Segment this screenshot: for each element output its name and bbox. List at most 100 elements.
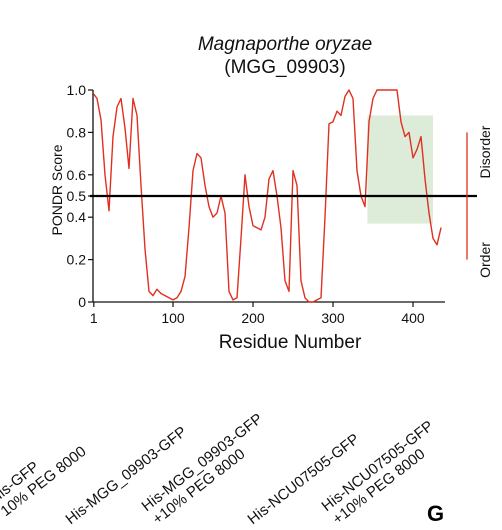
pondr-score-point [216,212,218,214]
pondr-score-point [204,184,206,186]
pondr-score-point [172,299,174,301]
pondr-score-point [412,157,414,159]
pondr-score-point [212,216,214,218]
pondr-score-point [104,174,106,176]
pondr-score-point [180,290,182,292]
pondr-score-point [100,119,102,121]
pondr-score-point [228,290,230,292]
pondr-score-point [120,97,122,99]
x-tick-label: 400 [401,310,425,326]
pondr-score-point [380,89,382,91]
pondr-score-point [96,97,98,99]
pondr-score-point [208,206,210,208]
pondr-score-point [160,293,162,295]
lane-label: His-MGG_09903-GFP [138,409,267,515]
pondr-score-point [428,212,430,214]
pondr-score-point [236,297,238,299]
pondr-score-point [356,170,358,172]
pondr-score-point [136,114,138,116]
pondr-score-line [93,89,442,303]
y-tick-label: 0 [78,294,86,310]
x-tick-label: 100 [161,310,185,326]
pondr-score-point [408,131,410,133]
pondr-score-point [168,297,170,299]
pondr-score-point [244,174,246,176]
x-axis-label: Residue Number [219,332,362,353]
pondr-score-point [164,295,166,297]
pondr-score-point [436,244,438,246]
pondr-score-point [240,237,242,239]
pondr-score-point [132,97,134,99]
panel-letter: G [427,501,445,526]
pondr-score-point [93,93,95,95]
pondr-score-point [252,225,254,227]
pondr-score-point [364,206,366,208]
pondr-score-point [264,216,266,218]
y-tick-label: 0.4 [67,209,87,225]
order-label: Order [477,242,493,278]
pondr-disorder-chart: Magnaporthe oryzae (MGG_09903) 0 0.2 0.4 0.… [49,34,493,353]
pondr-score-point [296,184,298,186]
pondr-score-point [344,95,346,97]
y-tick-label: 1.0 [67,82,87,98]
y-axis-label: PONDR Score [49,144,65,235]
pondr-score-point [368,121,370,123]
pondr-score-point [320,297,322,299]
pondr-score-point [192,170,194,172]
pondr-score-point [116,106,118,108]
disorder-label: Disorder [477,125,493,178]
y-tick-label: 0.6 [67,167,87,183]
pondr-score-point [348,89,350,91]
pondr-score-point [304,297,306,299]
lane-label: His-NCU07505-GFP [318,417,438,515]
pondr-score-point [404,136,406,138]
pondr-score-point [300,280,302,282]
pondr-score-point [224,212,226,214]
pondr-score-point [332,121,334,123]
chart-subtitle: (MGG_09903) [224,57,345,78]
pondr-score-point [268,178,270,180]
pondr-score-point [156,288,158,290]
pondr-score-point [416,148,418,150]
pondr-score-point [280,227,282,229]
pondr-score-point [140,184,142,186]
pondr-score-point [188,227,190,229]
pondr-score-point [432,237,434,239]
pondr-score-point [316,299,318,301]
pondr-score-point [392,89,394,91]
pondr-score-point [372,97,374,99]
pondr-score-point [144,248,146,250]
x-tick-label: 300 [321,310,345,326]
y-tick-label: 0.8 [67,124,87,140]
pondr-score-point [152,295,154,297]
pondr-score-point [284,280,286,282]
pondr-score-point [272,170,274,172]
pondr-score-point [200,157,202,159]
x-tick-label: 200 [241,310,265,326]
pondr-score-point [384,89,386,91]
pondr-score-point [108,210,110,212]
pondr-score-point [424,178,426,180]
pondr-score-point [232,299,234,301]
pondr-score-point [176,297,178,299]
pondr-score-point [260,229,262,231]
highlight-region [367,115,433,224]
pondr-score-point [324,216,326,218]
pondr-score-point [352,97,354,99]
pondr-score-point [308,301,310,303]
chart-title: Magnaporthe oryzae [198,34,372,55]
pondr-score-point [148,290,150,292]
pondr-score-point [396,89,398,91]
pondr-score-point [400,121,402,123]
y-tick-label: 0.5 [67,188,87,204]
pondr-score-point [376,89,378,91]
pondr-score-point [256,227,258,229]
pondr-score-point [112,136,114,138]
pondr-score-point [184,276,186,278]
pondr-score-point [128,167,130,169]
pondr-score-point [288,290,290,292]
pondr-score-point [328,123,330,125]
pondr-score-point [420,136,422,138]
pondr-score-point [196,153,198,155]
pondr-score-point [440,227,442,229]
